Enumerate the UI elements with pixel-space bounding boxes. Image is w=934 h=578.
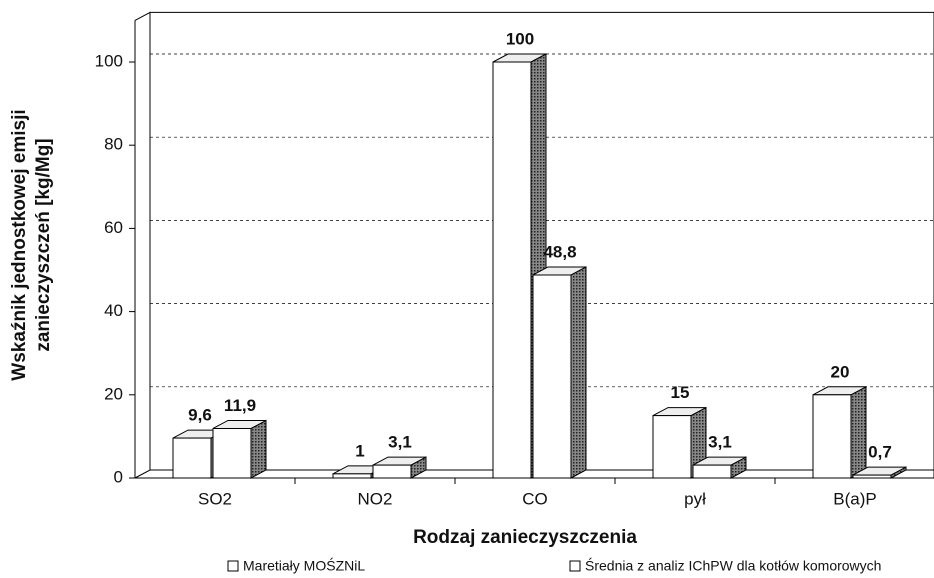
x-tick-label: pył [684, 489, 706, 508]
data-label: 48,8 [543, 242, 576, 261]
legend-swatch [227, 560, 239, 572]
bar [692, 464, 732, 479]
bar-side [250, 419, 267, 479]
y-tick-label: 60 [104, 218, 123, 237]
x-tick-label: SO2 [198, 489, 232, 508]
bar [172, 437, 212, 479]
y-tick-label: 40 [104, 301, 123, 320]
x-axis-title: Rodzaj zanieczyszczenia [413, 527, 637, 548]
y-axis-title: zanieczyszczeń [kg/Mg] [33, 138, 54, 351]
data-label: 0,7 [868, 443, 892, 462]
legend-label: Średnia z analiz IChPW dla kotłów komoro… [585, 557, 881, 574]
bar [852, 474, 892, 479]
data-label: 3,1 [708, 433, 732, 452]
legend-swatch [569, 560, 581, 572]
data-label: 11,9 [224, 396, 256, 415]
y-tick-label: 100 [95, 51, 123, 70]
bar [652, 415, 692, 479]
x-tick-label: CO [522, 489, 548, 508]
bar [212, 427, 252, 479]
y-axis-title: Wskaźnik jednostkowej emisji [9, 109, 30, 380]
y-tick-label: 20 [104, 384, 123, 403]
y-tick-label: 0 [114, 467, 123, 486]
bar [532, 274, 572, 479]
data-label: 3,1 [388, 433, 412, 452]
data-label: 15 [671, 383, 690, 402]
bar [332, 473, 372, 479]
bar [812, 394, 852, 479]
y-tick-label: 80 [104, 135, 123, 154]
data-label: 9,6 [188, 406, 212, 425]
data-label: 1 [355, 441, 364, 460]
bar-side [850, 385, 867, 479]
bar [492, 61, 532, 479]
x-tick-label: NO2 [358, 489, 393, 508]
bar [372, 464, 412, 479]
x-tick-label: B(a)P [833, 489, 876, 508]
legend-label: Maretiały MOŚZNiL [243, 557, 365, 574]
bar-side [570, 266, 587, 479]
side-wall-edge [134, 11, 151, 21]
data-label: 100 [506, 29, 534, 48]
data-label: 20 [831, 362, 850, 381]
